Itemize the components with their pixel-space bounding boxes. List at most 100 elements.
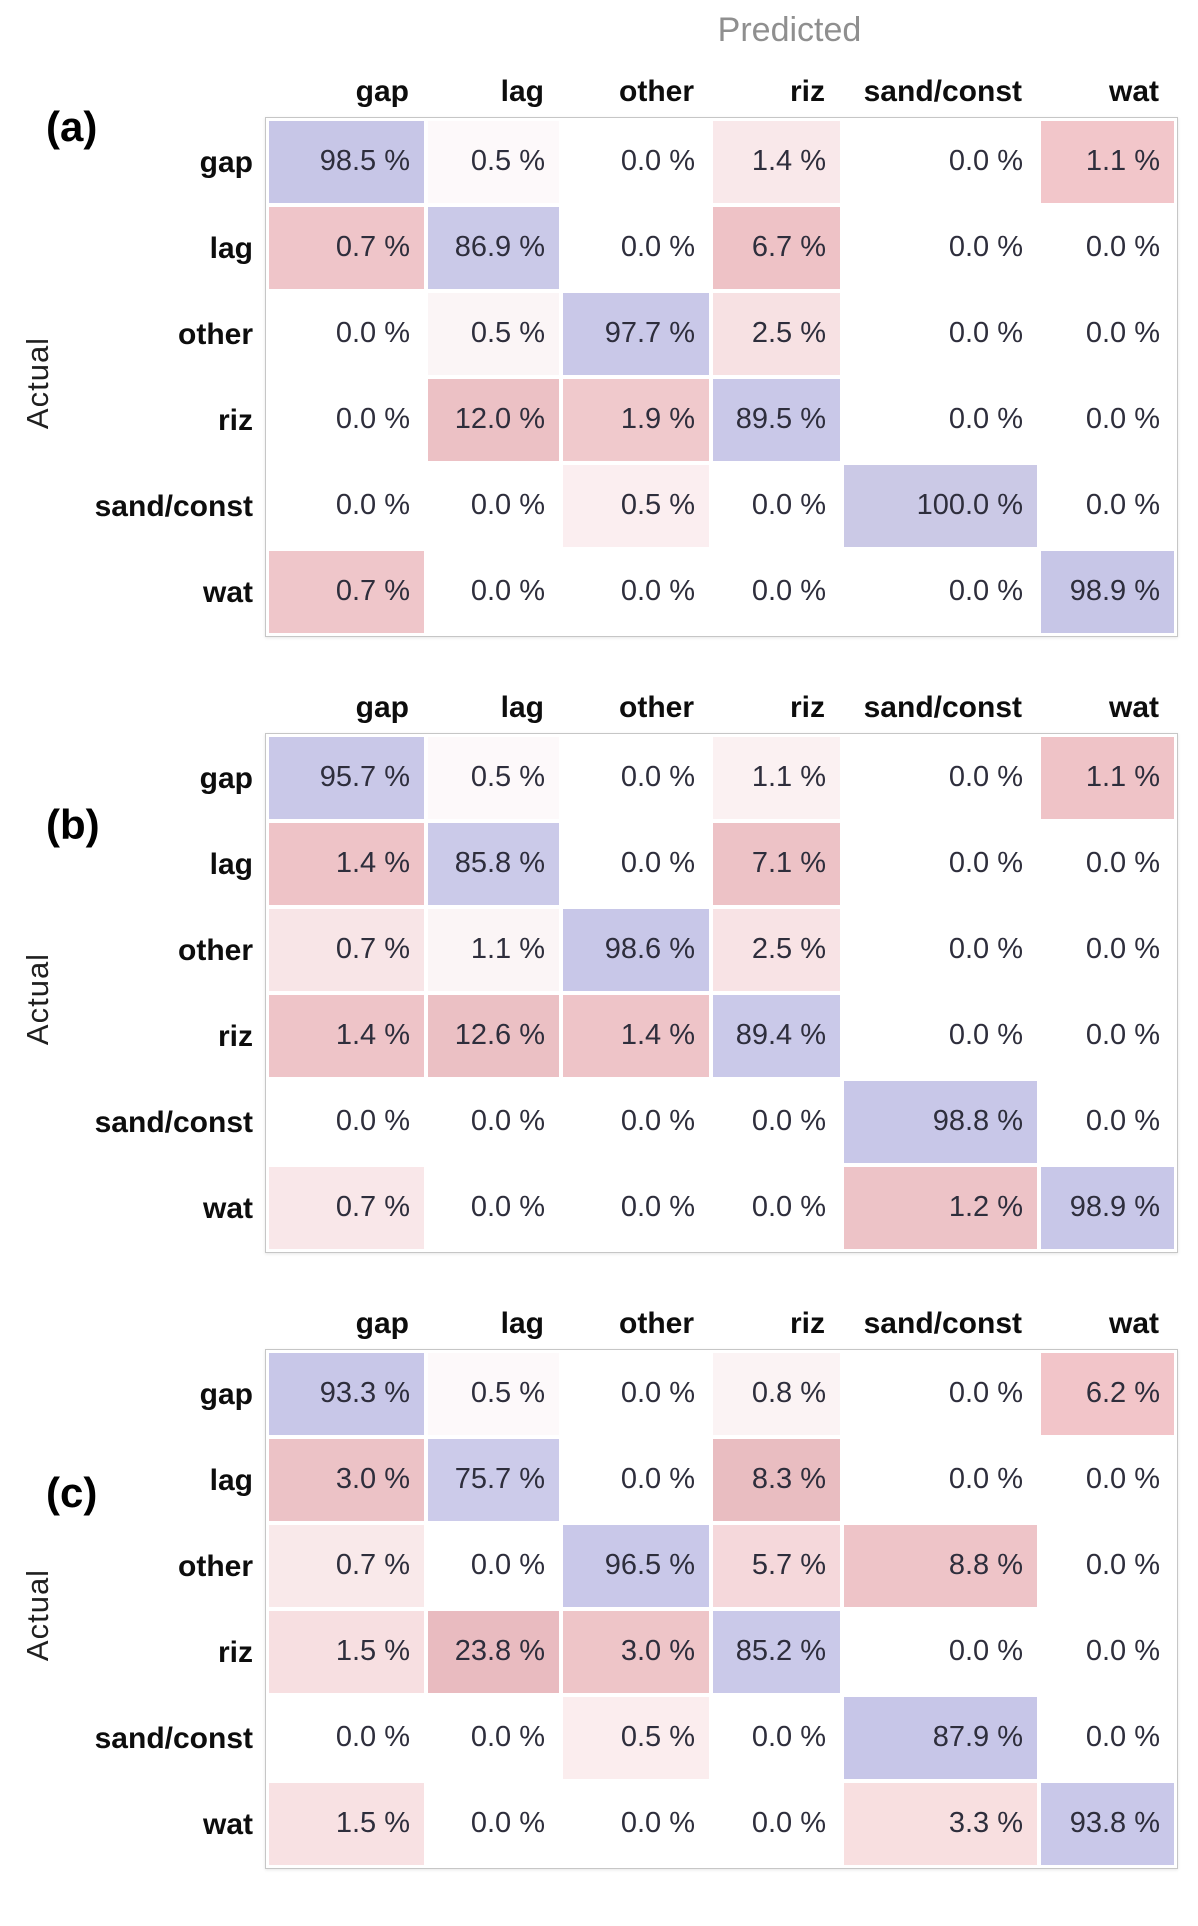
matrix-cell: 1.4 % <box>561 992 711 1079</box>
matrix-cell: 0.0 % <box>561 1350 711 1437</box>
matrix-cell: 96.5 % <box>561 1522 711 1609</box>
matrix-cell: 1.4 % <box>267 820 426 907</box>
row-label-other: other <box>178 1549 253 1583</box>
column-header-other: other <box>619 690 694 724</box>
matrix-cell: 0.0 % <box>1039 1078 1176 1165</box>
column-header-gap: gap <box>355 1306 409 1340</box>
matrix-cell: 0.0 % <box>1039 290 1176 377</box>
column-header-wat: wat <box>1108 690 1159 724</box>
row-label-lag: lag <box>209 231 253 265</box>
matrix-cell: 0.0 % <box>842 906 1039 993</box>
matrix-cell: 0.0 % <box>842 548 1039 635</box>
panel-label: (c) <box>46 1468 98 1516</box>
matrix-cell: 0.0 % <box>561 1780 711 1867</box>
actual-axis-title: Actual <box>20 336 55 429</box>
column-header-riz: riz <box>789 1306 825 1340</box>
column-header-lag: lag <box>500 74 544 108</box>
matrix-cell: 0.0 % <box>267 376 426 463</box>
matrix-cell: 0.0 % <box>267 290 426 377</box>
matrix-cell: 98.8 % <box>842 1078 1039 1165</box>
matrix-cell: 0.0 % <box>561 1078 711 1165</box>
matrix-cell: 12.6 % <box>426 992 561 1079</box>
row-label-gap: gap <box>199 1377 253 1411</box>
matrix-cell: 0.0 % <box>842 376 1039 463</box>
matrix-cell: 8.8 % <box>842 1522 1039 1609</box>
row-label-column: gap lag other riz sand/const wat <box>0 733 265 1253</box>
matrix-cell: 8.3 % <box>711 1436 842 1523</box>
row-label-gap: gap <box>199 145 253 179</box>
confusion-matrix-b: (b) Actual gap lag other riz sand/const wat gap l… <box>0 683 1198 1253</box>
matrix-cell: 86.9 % <box>426 204 561 291</box>
column-header-lag: lag <box>500 1306 544 1340</box>
matrix-cell: 0.7 % <box>267 204 426 291</box>
confusion-matrix-a: (a) Actual gap lag other riz sand/const wat gap l… <box>0 67 1198 637</box>
matrix-cell: 89.5 % <box>711 376 842 463</box>
matrix-cell: 0.0 % <box>1039 820 1176 907</box>
matrix-cell: 1.4 % <box>267 992 426 1079</box>
confusion-matrix-table: 95.7 % 0.5 % 0.0 % 1.1 % 0.0 % 1.1 % 1.4 % 85.8… <box>265 732 1178 1253</box>
row-label-wat: wat <box>202 1191 253 1225</box>
matrix-cell: 1.5 % <box>267 1780 426 1867</box>
column-header-row: gap lag other riz sand/const wat <box>266 67 1198 109</box>
matrix-cell: 85.8 % <box>426 820 561 907</box>
matrix-cell: 1.4 % <box>711 118 842 205</box>
matrix-cell: 0.0 % <box>842 1350 1039 1437</box>
matrix-cell: 0.0 % <box>842 734 1039 821</box>
matrix-cell: 0.7 % <box>267 906 426 993</box>
matrix-cell: 0.0 % <box>561 1436 711 1523</box>
matrix-cell: 0.7 % <box>267 1522 426 1609</box>
row-label-riz: riz <box>217 1635 253 1669</box>
column-header-sand-const: sand/const <box>863 1306 1022 1340</box>
matrix-cell: 0.8 % <box>711 1350 842 1437</box>
matrix-cell: 89.4 % <box>711 992 842 1079</box>
matrix-cell: 1.5 % <box>267 1608 426 1695</box>
actual-axis-title: Actual <box>20 952 55 1045</box>
matrix-cell: 98.9 % <box>1039 1164 1176 1251</box>
matrix-cell: 0.0 % <box>426 548 561 635</box>
confusion-matrix-table: 98.5 % 0.5 % 0.0 % 1.4 % 0.0 % 1.1 % 0.7 % 86.9… <box>265 116 1178 637</box>
matrix-cell: 0.0 % <box>711 462 842 549</box>
matrix-cell: 98.9 % <box>1039 548 1176 635</box>
matrix-cell: 0.0 % <box>842 1608 1039 1695</box>
matrix-cell: 100.0 % <box>842 462 1039 549</box>
matrix-cell: 97.7 % <box>561 290 711 377</box>
matrix-cell: 0.0 % <box>842 820 1039 907</box>
row-label-lag: lag <box>209 847 253 881</box>
matrix-cell: 85.2 % <box>711 1608 842 1695</box>
matrix-cell: 0.0 % <box>711 1164 842 1251</box>
matrix-cell: 6.2 % <box>1039 1350 1176 1437</box>
matrix-cell: 1.1 % <box>426 906 561 993</box>
matrix-cell: 2.5 % <box>711 290 842 377</box>
matrix-cell: 95.7 % <box>267 734 426 821</box>
column-header-other: other <box>619 74 694 108</box>
matrix-cell: 12.0 % <box>426 376 561 463</box>
matrix-cell: 0.0 % <box>1039 1608 1176 1695</box>
column-header-gap: gap <box>355 74 409 108</box>
matrix-cell: 0.0 % <box>842 118 1039 205</box>
matrix-cell: 0.0 % <box>1039 376 1176 463</box>
matrix-cell: 0.0 % <box>842 1436 1039 1523</box>
matrix-cell: 23.8 % <box>426 1608 561 1695</box>
matrix-cell: 0.0 % <box>711 1694 842 1781</box>
matrix-cell: 0.5 % <box>426 290 561 377</box>
matrix-cell: 3.0 % <box>267 1436 426 1523</box>
matrix-cell: 0.0 % <box>561 204 711 291</box>
matrix-cell: 75.7 % <box>426 1436 561 1523</box>
matrix-cell: 0.0 % <box>1039 462 1176 549</box>
matrix-cell: 0.5 % <box>561 462 711 549</box>
matrix-cell: 0.0 % <box>842 204 1039 291</box>
column-header-wat: wat <box>1108 74 1159 108</box>
matrix-cell: 0.0 % <box>561 548 711 635</box>
matrix-cell: 5.7 % <box>711 1522 842 1609</box>
matrix-cell: 0.0 % <box>426 1694 561 1781</box>
matrix-cell: 0.0 % <box>426 462 561 549</box>
row-label-wat: wat <box>202 575 253 609</box>
matrix-cell: 0.0 % <box>1039 204 1176 291</box>
matrix-cell: 0.0 % <box>561 118 711 205</box>
matrix-cell: 98.6 % <box>561 906 711 993</box>
matrix-cell: 1.2 % <box>842 1164 1039 1251</box>
matrix-cell: 7.1 % <box>711 820 842 907</box>
row-label-sand-const: sand/const <box>94 489 253 523</box>
matrix-cell: 0.0 % <box>426 1780 561 1867</box>
